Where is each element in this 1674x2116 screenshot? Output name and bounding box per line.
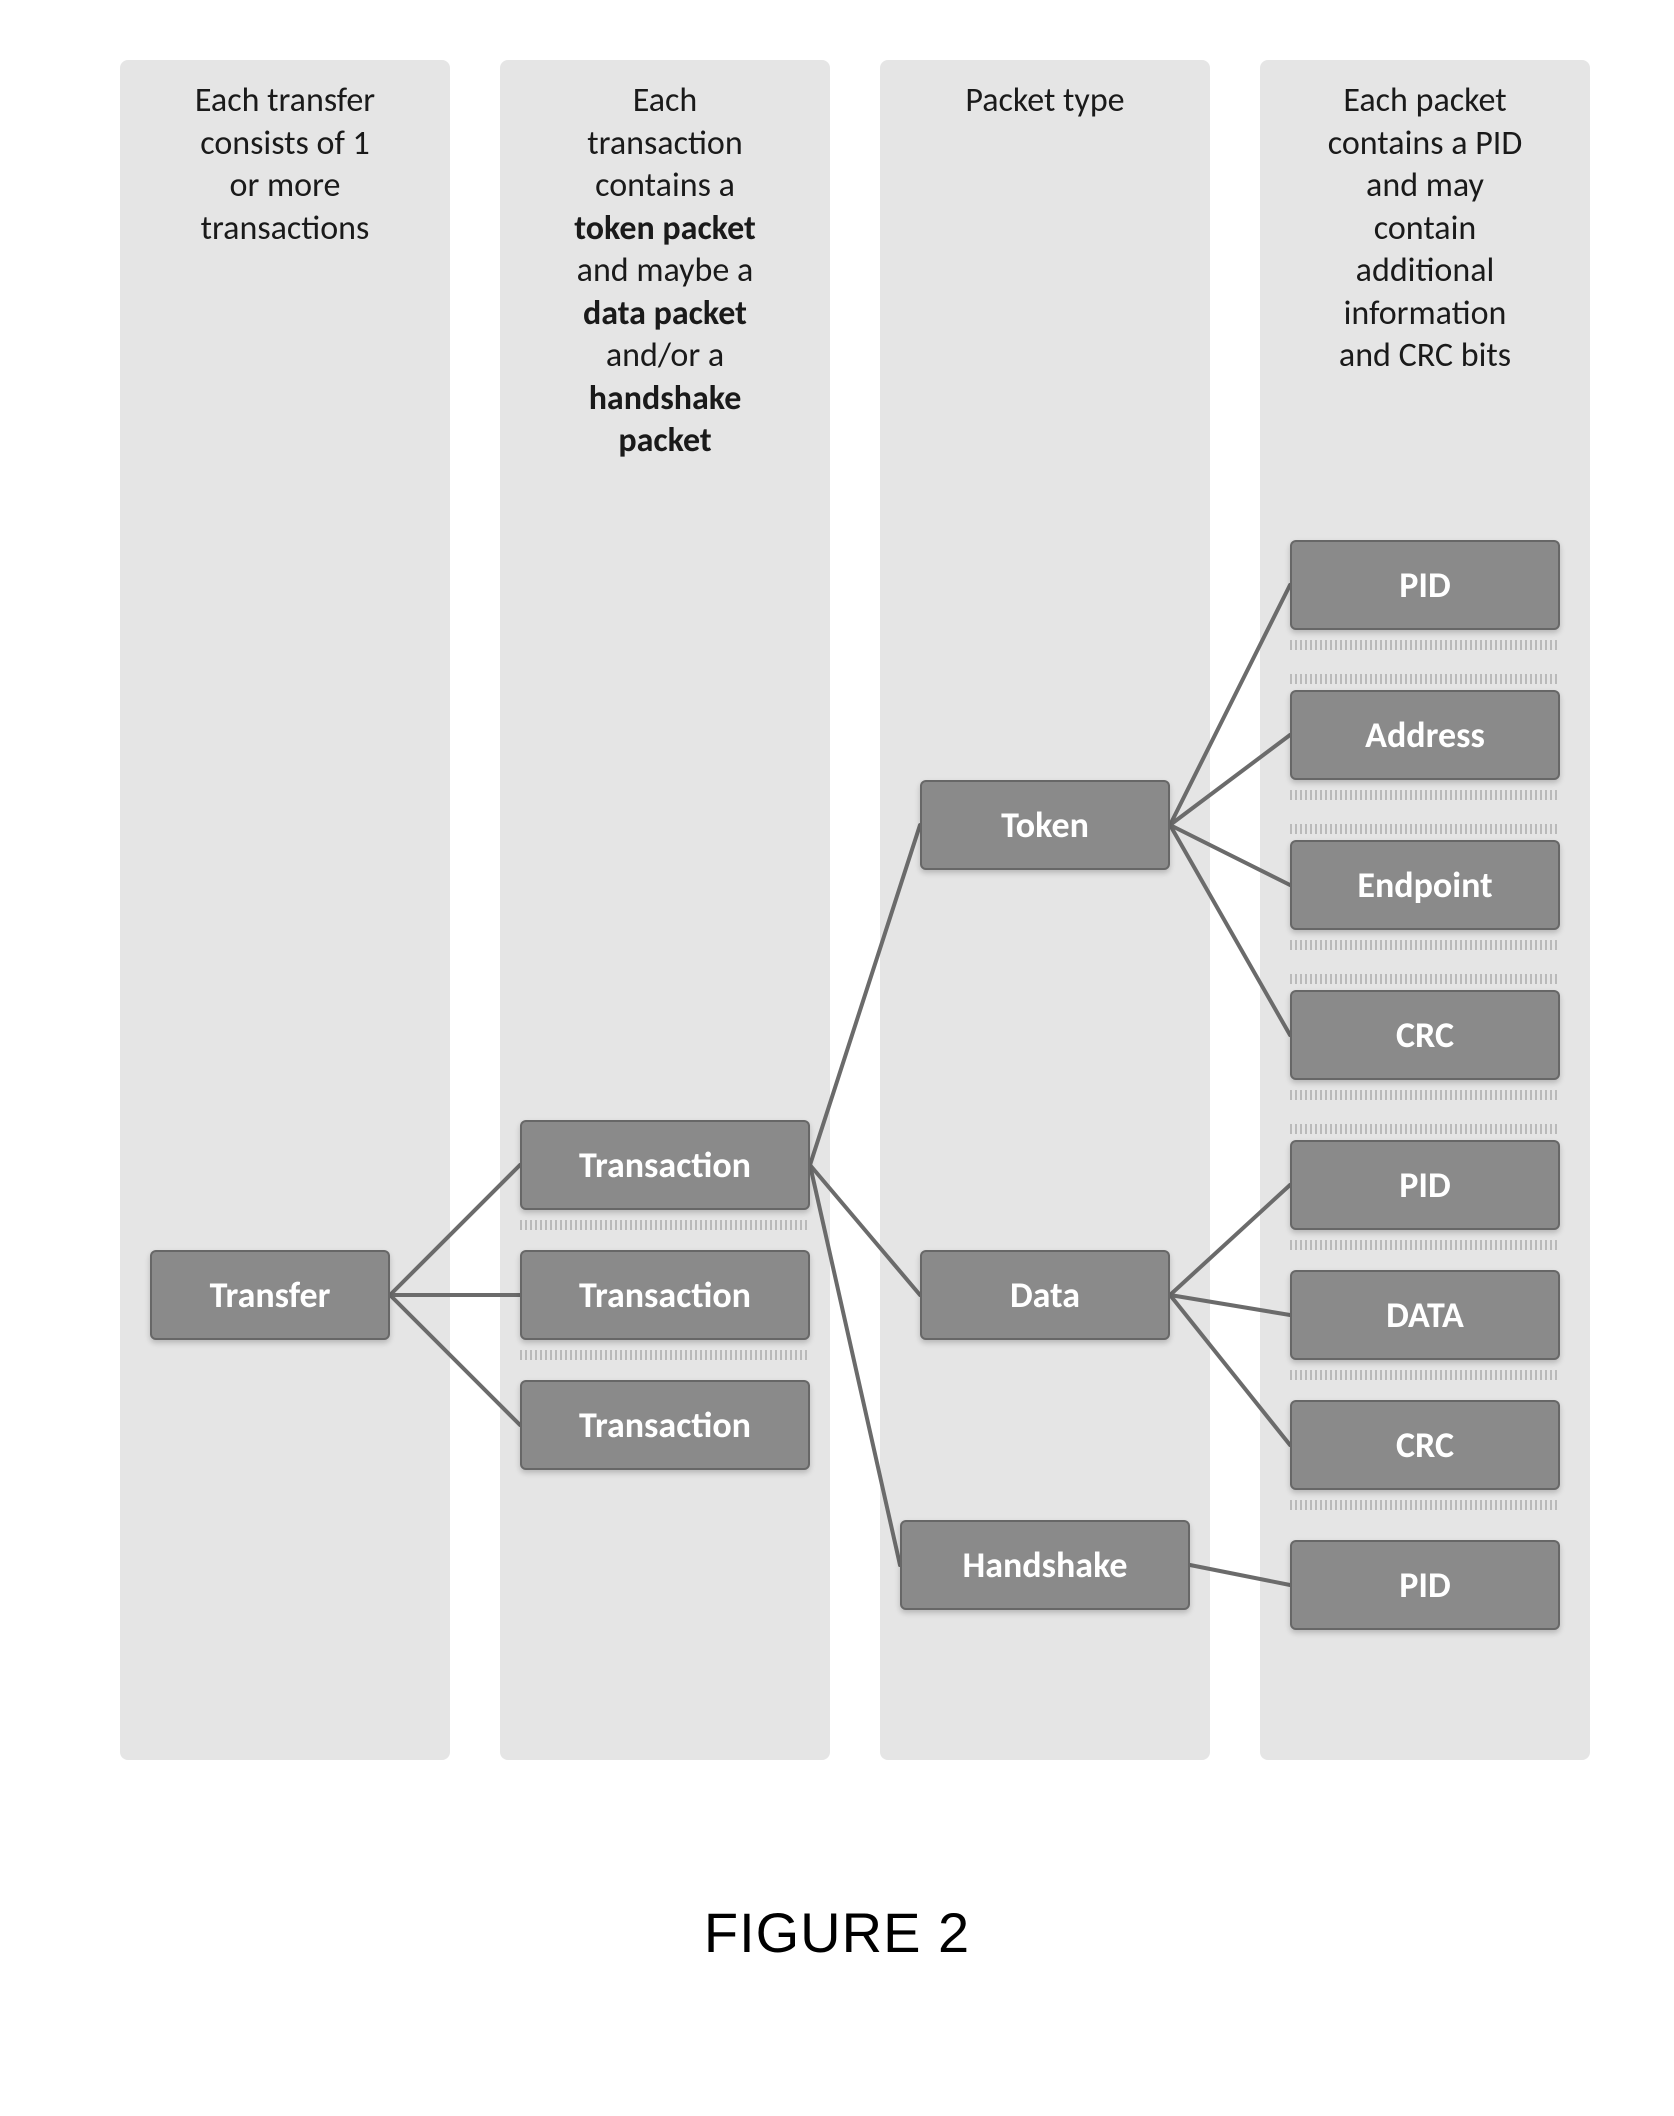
- hatch-decoration: [1290, 640, 1560, 650]
- column-0: Each transferconsists of 1or moretransac…: [120, 60, 450, 1760]
- node-transfer: Transfer: [150, 1250, 390, 1340]
- column-header-1: Eachtransactioncontains atoken packetand…: [514, 80, 816, 463]
- column-2: Packet type: [880, 60, 1210, 1760]
- hatch-decoration: [1290, 790, 1560, 800]
- node-crc2: CRC: [1290, 1400, 1560, 1490]
- node-crc1: CRC: [1290, 990, 1560, 1080]
- hatch-decoration: [1290, 824, 1560, 834]
- hatch-decoration: [520, 1350, 810, 1360]
- hatch-decoration: [1290, 1124, 1560, 1134]
- node-data: Data: [920, 1250, 1170, 1340]
- hatch-decoration: [1290, 1500, 1560, 1510]
- hatch-decoration: [520, 1220, 810, 1230]
- node-token: Token: [920, 780, 1170, 870]
- node-txn1: Transaction: [520, 1120, 810, 1210]
- node-txn2: Transaction: [520, 1250, 810, 1340]
- hatch-decoration: [1290, 674, 1560, 684]
- node-data2: DATA: [1290, 1270, 1560, 1360]
- hatch-decoration: [1290, 974, 1560, 984]
- node-handshake: Handshake: [900, 1520, 1190, 1610]
- node-pid2: PID: [1290, 1140, 1560, 1230]
- column-header-0: Each transferconsists of 1or moretransac…: [134, 80, 436, 250]
- figure-caption: FIGURE 2: [40, 1900, 1634, 1965]
- column-header-3: Each packetcontains a PIDand maycontaina…: [1274, 80, 1576, 378]
- node-pid3: PID: [1290, 1540, 1560, 1630]
- hatch-decoration: [1290, 1090, 1560, 1100]
- hatch-decoration: [1290, 940, 1560, 950]
- hatch-decoration: [1290, 1370, 1560, 1380]
- node-txn3: Transaction: [520, 1380, 810, 1470]
- node-address: Address: [1290, 690, 1560, 780]
- column-header-2: Packet type: [894, 80, 1196, 123]
- hatch-decoration: [1290, 1240, 1560, 1250]
- column-1: Eachtransactioncontains atoken packetand…: [500, 60, 830, 1760]
- node-pid1: PID: [1290, 540, 1560, 630]
- usb-hierarchy-diagram: Each transferconsists of 1or moretransac…: [40, 60, 1634, 1860]
- node-endpoint: Endpoint: [1290, 840, 1560, 930]
